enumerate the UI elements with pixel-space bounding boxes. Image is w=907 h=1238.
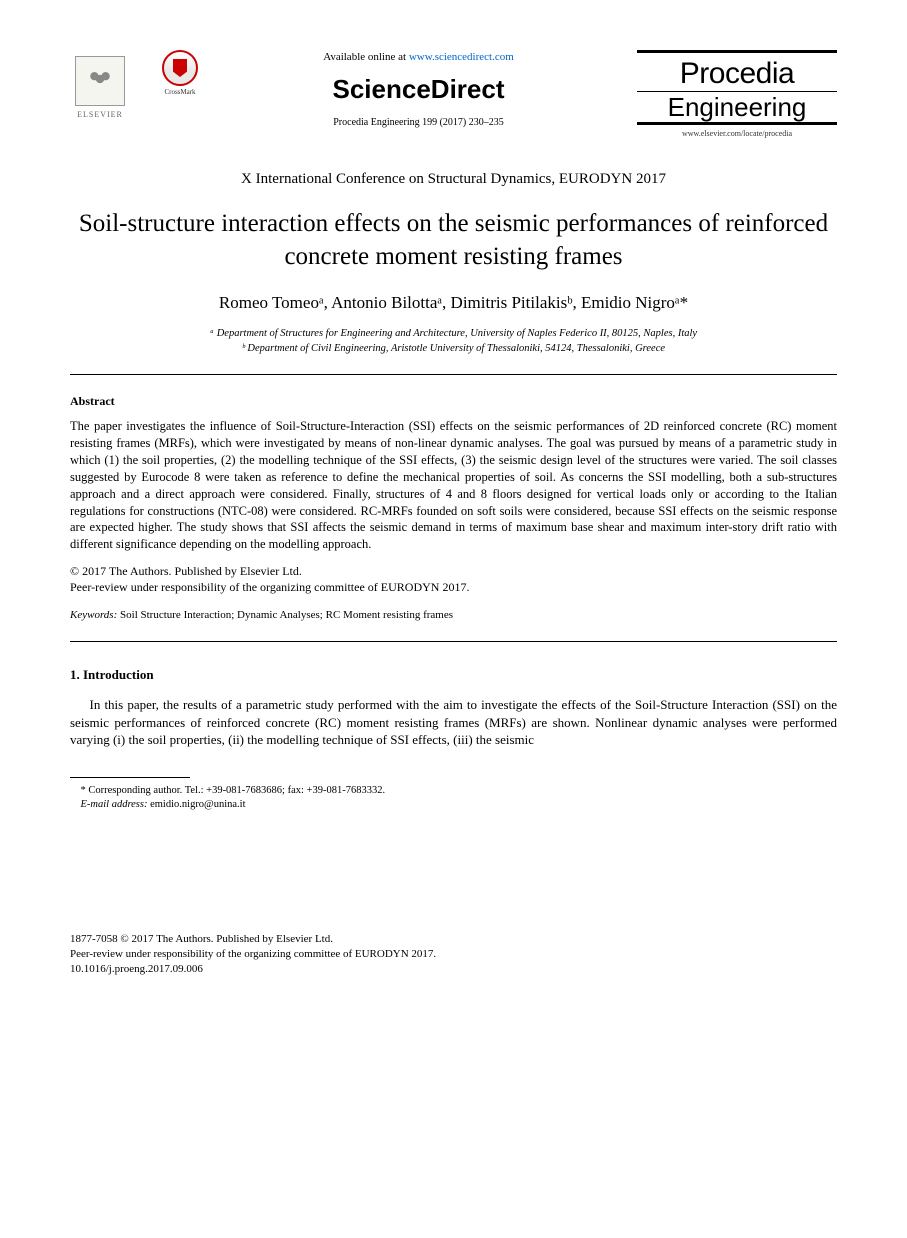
email-address: emidio.nigro@unina.it: [147, 799, 245, 810]
abstract-heading: Abstract: [70, 393, 837, 410]
divider: [70, 374, 837, 375]
authors: Romeo Tomeoᵃ, Antonio Bilottaᵃ, Dimitris…: [70, 291, 837, 315]
header-right: Procedia Engineering www.elsevier.com/lo…: [637, 50, 837, 139]
footnote: * Corresponding author. Tel.: +39-081-76…: [70, 784, 837, 812]
footer-issn: 1877-7058 © 2017 The Authors. Published …: [70, 932, 837, 947]
affiliation-b: ᵇ Department of Civil Engineering, Arist…: [70, 342, 837, 357]
copyright-line1: © 2017 The Authors. Published by Elsevie…: [70, 563, 837, 579]
journal-name-top: Procedia: [637, 59, 837, 89]
divider: [70, 641, 837, 642]
header: ELSEVIER CrossMark Available online at w…: [70, 50, 837, 139]
copyright-line2: Peer-review under responsibility of the …: [70, 579, 837, 595]
copyright-block: © 2017 The Authors. Published by Elsevie…: [70, 563, 837, 595]
email-line: E-mail address: emidio.nigro@unina.it: [70, 798, 837, 812]
affiliation-a: ᵃ Department of Structures for Engineeri…: [70, 327, 837, 342]
header-center: Available online at www.sciencedirect.co…: [200, 50, 637, 130]
keywords: Keywords: Soil Structure Interaction; Dy…: [70, 608, 837, 623]
keywords-text: Soil Structure Interaction; Dynamic Anal…: [117, 609, 453, 621]
citation: Procedia Engineering 199 (2017) 230–235: [210, 116, 627, 130]
elsevier-logo[interactable]: ELSEVIER: [70, 50, 130, 120]
crossmark-badge[interactable]: CrossMark: [160, 50, 200, 98]
available-online: Available online at www.sciencedirect.co…: [210, 50, 627, 65]
footnote-rule: [70, 777, 190, 778]
journal-logo: Procedia Engineering: [637, 50, 837, 125]
section-1-para: In this paper, the results of a parametr…: [70, 696, 837, 749]
paper-title: Soil-structure interaction effects on th…: [70, 208, 837, 273]
corresponding-author: * Corresponding author. Tel.: +39-081-76…: [70, 784, 837, 798]
journal-url: www.elsevier.com/locate/procedia: [637, 128, 837, 139]
crossmark-label: CrossMark: [160, 88, 200, 98]
keywords-label: Keywords:: [70, 609, 117, 621]
abstract-text: The paper investigates the influence of …: [70, 418, 837, 553]
footer-doi: 10.1016/j.proeng.2017.09.006: [70, 962, 837, 977]
elsevier-label: ELSEVIER: [77, 109, 123, 120]
conference-name: X International Conference on Structural…: [70, 169, 837, 190]
available-text: Available online at: [323, 51, 409, 63]
footer-peer: Peer-review under responsibility of the …: [70, 947, 837, 962]
journal-name-bottom: Engineering: [637, 91, 837, 120]
crossmark-icon: [162, 50, 198, 86]
email-label: E-mail address:: [81, 799, 148, 810]
affiliations: ᵃ Department of Structures for Engineeri…: [70, 327, 837, 356]
sciencedirect-wordmark: ScienceDirect: [210, 71, 627, 107]
header-left: ELSEVIER CrossMark: [70, 50, 200, 120]
elsevier-tree-icon: [75, 56, 125, 106]
section-1-heading: 1. Introduction: [70, 666, 837, 684]
footer: 1877-7058 © 2017 The Authors. Published …: [70, 932, 837, 977]
sciencedirect-link[interactable]: www.sciencedirect.com: [409, 51, 514, 63]
